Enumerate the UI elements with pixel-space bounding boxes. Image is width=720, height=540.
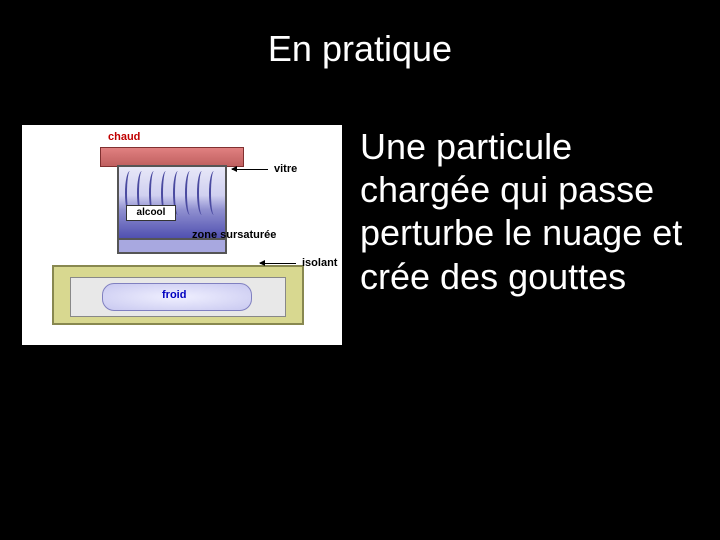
- arrow-isolant: [260, 263, 296, 264]
- label-vitre: vitre: [274, 163, 297, 175]
- label-froid: froid: [162, 289, 186, 301]
- page-title: En pratique: [0, 0, 720, 70]
- arrow-vitre: [232, 169, 268, 170]
- label-zone-sursaturee: zone sursaturée: [192, 229, 276, 241]
- content-row: alcool chaud vitre zone sursaturée isola…: [0, 125, 720, 345]
- label-chaud: chaud: [108, 131, 140, 143]
- label-isolant: isolant: [302, 257, 337, 269]
- heat-sponge: [100, 147, 244, 167]
- alcool-label-box: alcool: [126, 205, 176, 221]
- diagram-area: alcool chaud vitre zone sursaturée isola…: [0, 125, 350, 345]
- cloud-chamber-diagram: alcool chaud vitre zone sursaturée isola…: [22, 125, 342, 345]
- explanation-text: Une particule chargée qui passe perturbe…: [350, 125, 690, 345]
- supersaturated-layer: [117, 240, 227, 254]
